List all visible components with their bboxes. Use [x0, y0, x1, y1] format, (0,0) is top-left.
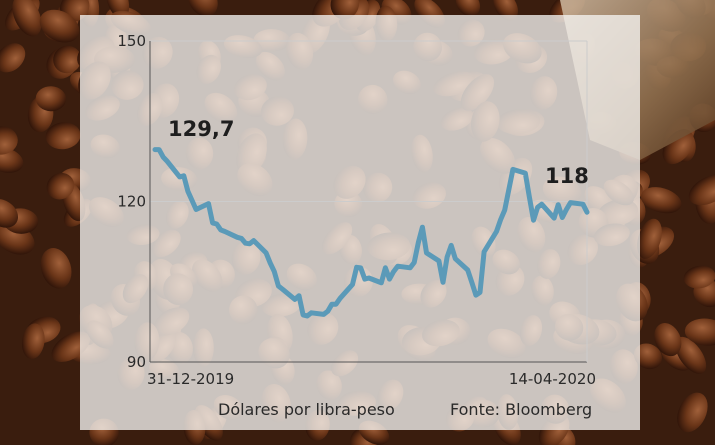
y-axis-unit-label: Dólares por libra-peso	[218, 400, 395, 419]
chart-panel	[80, 15, 640, 430]
y-tick-label-120: 120	[117, 193, 146, 211]
start-value-label: 129,7	[168, 117, 234, 141]
price-series-line	[152, 147, 590, 319]
chart-axes	[149, 41, 588, 363]
chart-gridlines	[150, 40, 587, 363]
y-tick-label-90: 90	[127, 353, 146, 371]
y-tick-label-150: 150	[117, 32, 146, 50]
source-credit: Fonte: Bloomberg	[450, 400, 593, 419]
x-tick-start: 31-12-2019	[147, 370, 234, 388]
y-axis-ticks: 90 120 150	[117, 32, 146, 371]
end-value-label: 118	[545, 164, 589, 188]
x-tick-end: 14-04-2020	[509, 370, 596, 388]
